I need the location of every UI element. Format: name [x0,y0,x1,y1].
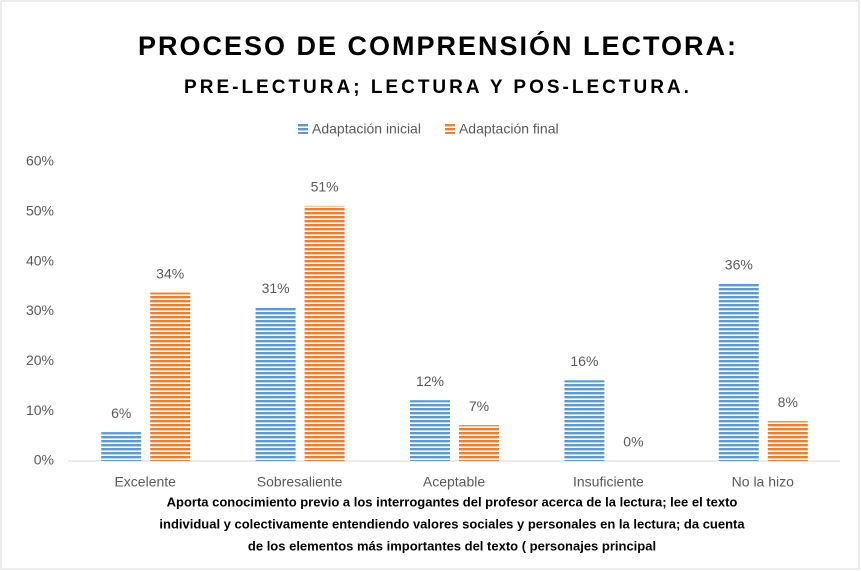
x-tick-label: Aceptable [423,474,485,490]
value-label: 31% [262,280,290,296]
x-axis-label: Aporta conocimiento previo a los interro… [167,494,738,509]
value-label: 6% [111,405,131,421]
bar [564,380,605,461]
bar [101,432,142,461]
legend-label: Adaptación final [459,121,559,137]
x-tick-label: Sobresaliente [257,474,343,490]
x-axis-label: individual y colectivamente entendiendo … [159,516,745,531]
y-tick-label: 30% [26,302,54,318]
legend-swatch [298,124,308,134]
bar [150,292,191,461]
value-label: 51% [311,179,339,195]
x-tick-label: Excelente [114,474,176,490]
legend-label: Adaptación inicial [312,121,421,137]
chart-subtitle: PRE-LECTURA; LECTURA Y POS-LECTURA. [184,77,692,98]
value-label: 8% [778,394,798,410]
bar [718,283,759,461]
bar [304,205,345,461]
legend-swatch [444,124,455,134]
value-label: 0% [623,434,643,450]
bar [255,307,296,461]
y-tick-label: 0% [34,452,54,468]
value-label: 36% [725,256,753,272]
value-label: 12% [416,373,444,389]
y-tick-label: 20% [26,352,54,368]
x-tick-label: Insuficiente [573,474,644,490]
bar [459,425,499,461]
y-tick-label: 40% [26,252,54,268]
value-label: 16% [570,353,598,369]
bar [410,400,450,461]
y-tick-label: 10% [26,402,54,418]
bar [767,421,808,461]
y-tick-label: 50% [26,203,54,219]
x-tick-label: No la hizo [732,474,794,490]
value-label: 7% [469,398,489,414]
x-axis-label: de los elementos más importantes del tex… [248,538,656,553]
value-label: 34% [156,265,184,281]
chart-title: PROCESO DE COMPRENSIÓN LECTORA: [138,30,738,61]
y-tick-label: 60% [26,153,54,169]
